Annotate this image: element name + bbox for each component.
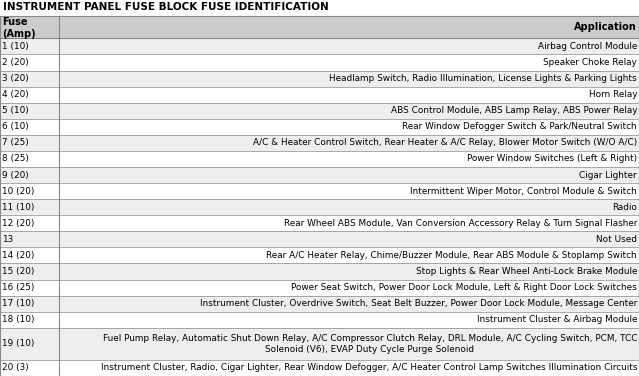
Text: 13: 13 xyxy=(2,235,13,244)
FancyBboxPatch shape xyxy=(59,231,639,247)
FancyBboxPatch shape xyxy=(0,199,59,215)
Text: Application: Application xyxy=(574,22,637,32)
Text: 16 (25): 16 (25) xyxy=(2,283,35,292)
FancyBboxPatch shape xyxy=(59,103,639,119)
FancyBboxPatch shape xyxy=(0,38,59,55)
Text: 17 (10): 17 (10) xyxy=(2,299,35,308)
FancyBboxPatch shape xyxy=(0,55,59,71)
FancyBboxPatch shape xyxy=(0,86,59,103)
Text: 7 (25): 7 (25) xyxy=(2,138,29,147)
FancyBboxPatch shape xyxy=(0,151,59,167)
Text: 20 (3): 20 (3) xyxy=(2,364,29,373)
FancyBboxPatch shape xyxy=(59,312,639,328)
Text: ABS Control Module, ABS Lamp Relay, ABS Power Relay: ABS Control Module, ABS Lamp Relay, ABS … xyxy=(390,106,637,115)
Text: Power Window Switches (Left & Right): Power Window Switches (Left & Right) xyxy=(467,155,637,164)
FancyBboxPatch shape xyxy=(0,215,59,231)
Text: 8 (25): 8 (25) xyxy=(2,155,29,164)
Text: INSTRUMENT PANEL FUSE BLOCK FUSE IDENTIFICATION: INSTRUMENT PANEL FUSE BLOCK FUSE IDENTIF… xyxy=(3,2,328,12)
FancyBboxPatch shape xyxy=(59,360,639,376)
Text: Stop Lights & Rear Wheel Anti-Lock Brake Module: Stop Lights & Rear Wheel Anti-Lock Brake… xyxy=(415,267,637,276)
FancyBboxPatch shape xyxy=(0,312,59,328)
FancyBboxPatch shape xyxy=(59,86,639,103)
FancyBboxPatch shape xyxy=(59,296,639,312)
Text: Rear A/C Heater Relay, Chime/Buzzer Module, Rear ABS Module & Stoplamp Switch: Rear A/C Heater Relay, Chime/Buzzer Modu… xyxy=(266,251,637,260)
FancyBboxPatch shape xyxy=(59,38,639,55)
Text: Fuse
(Amp): Fuse (Amp) xyxy=(2,17,36,39)
FancyBboxPatch shape xyxy=(0,135,59,151)
FancyBboxPatch shape xyxy=(59,16,639,38)
Text: 5 (10): 5 (10) xyxy=(2,106,29,115)
FancyBboxPatch shape xyxy=(59,199,639,215)
Text: 2 (20): 2 (20) xyxy=(2,58,29,67)
Text: Instrument Cluster, Overdrive Switch, Seat Belt Buzzer, Power Door Lock Module, : Instrument Cluster, Overdrive Switch, Se… xyxy=(200,299,637,308)
Text: Power Seat Switch, Power Door Lock Module, Left & Right Door Lock Switches: Power Seat Switch, Power Door Lock Modul… xyxy=(291,283,637,292)
FancyBboxPatch shape xyxy=(0,360,59,376)
FancyBboxPatch shape xyxy=(0,71,59,86)
FancyBboxPatch shape xyxy=(0,103,59,119)
FancyBboxPatch shape xyxy=(0,119,59,135)
Text: 10 (20): 10 (20) xyxy=(2,186,35,196)
FancyBboxPatch shape xyxy=(59,264,639,279)
FancyBboxPatch shape xyxy=(0,16,59,38)
Text: A/C & Heater Control Switch, Rear Heater & A/C Relay, Blower Motor Switch (W/O A: A/C & Heater Control Switch, Rear Heater… xyxy=(253,138,637,147)
FancyBboxPatch shape xyxy=(0,231,59,247)
Text: Rear Window Defogger Switch & Park/Neutral Switch: Rear Window Defogger Switch & Park/Neutr… xyxy=(403,122,637,131)
FancyBboxPatch shape xyxy=(0,167,59,183)
Text: Cigar Lighter: Cigar Lighter xyxy=(580,171,637,179)
FancyBboxPatch shape xyxy=(59,328,639,360)
Text: 1 (10): 1 (10) xyxy=(2,42,29,51)
FancyBboxPatch shape xyxy=(59,55,639,71)
Text: Headlamp Switch, Radio Illumination, License Lights & Parking Lights: Headlamp Switch, Radio Illumination, Lic… xyxy=(330,74,637,83)
FancyBboxPatch shape xyxy=(59,151,639,167)
FancyBboxPatch shape xyxy=(59,247,639,264)
Text: 18 (10): 18 (10) xyxy=(2,315,35,324)
FancyBboxPatch shape xyxy=(59,215,639,231)
Text: Fuel Pump Relay, Automatic Shut Down Relay, A/C Compressor Clutch Relay, DRL Mod: Fuel Pump Relay, Automatic Shut Down Rel… xyxy=(103,334,637,353)
FancyBboxPatch shape xyxy=(0,183,59,199)
FancyBboxPatch shape xyxy=(59,119,639,135)
FancyBboxPatch shape xyxy=(0,264,59,279)
Text: 19 (10): 19 (10) xyxy=(2,340,35,348)
FancyBboxPatch shape xyxy=(59,183,639,199)
Text: 15 (20): 15 (20) xyxy=(2,267,35,276)
FancyBboxPatch shape xyxy=(0,279,59,296)
FancyBboxPatch shape xyxy=(59,279,639,296)
Text: Instrument Cluster, Radio, Cigar Lighter, Rear Window Defogger, A/C Heater Contr: Instrument Cluster, Radio, Cigar Lighter… xyxy=(100,364,637,373)
FancyBboxPatch shape xyxy=(59,135,639,151)
Text: 3 (20): 3 (20) xyxy=(2,74,29,83)
Text: Rear Wheel ABS Module, Van Conversion Accessory Relay & Turn Signal Flasher: Rear Wheel ABS Module, Van Conversion Ac… xyxy=(284,219,637,228)
Text: Not Used: Not Used xyxy=(596,235,637,244)
Text: Instrument Cluster & Airbag Module: Instrument Cluster & Airbag Module xyxy=(477,315,637,324)
Text: Airbag Control Module: Airbag Control Module xyxy=(537,42,637,51)
Text: Horn Relay: Horn Relay xyxy=(589,90,637,99)
FancyBboxPatch shape xyxy=(59,71,639,86)
Text: 4 (20): 4 (20) xyxy=(2,90,29,99)
FancyBboxPatch shape xyxy=(0,247,59,264)
FancyBboxPatch shape xyxy=(0,296,59,312)
Text: Speaker Choke Relay: Speaker Choke Relay xyxy=(543,58,637,67)
FancyBboxPatch shape xyxy=(0,328,59,360)
Text: 9 (20): 9 (20) xyxy=(2,171,29,179)
Text: Intermittent Wiper Motor, Control Module & Switch: Intermittent Wiper Motor, Control Module… xyxy=(410,186,637,196)
Text: 14 (20): 14 (20) xyxy=(2,251,35,260)
Text: 11 (10): 11 (10) xyxy=(2,203,35,212)
Text: 12 (20): 12 (20) xyxy=(2,219,35,228)
FancyBboxPatch shape xyxy=(59,167,639,183)
Text: 6 (10): 6 (10) xyxy=(2,122,29,131)
Text: Radio: Radio xyxy=(612,203,637,212)
